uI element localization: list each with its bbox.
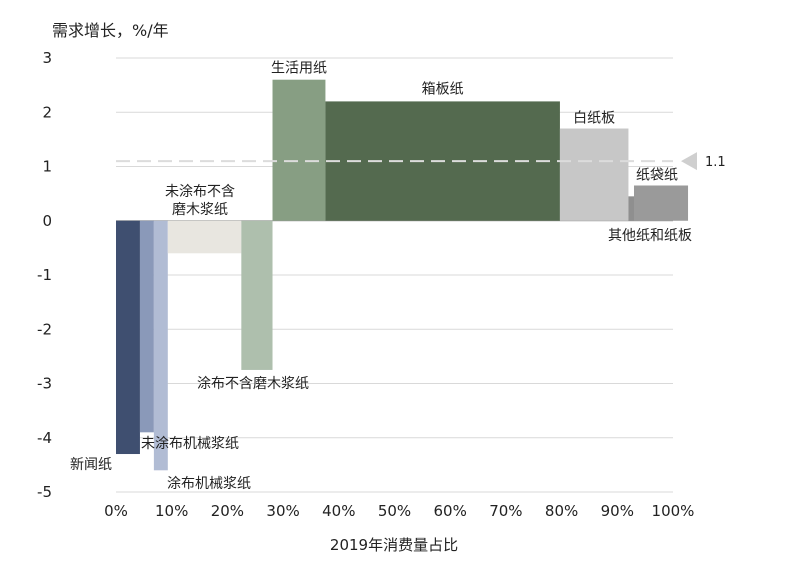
bar [116,220,140,455]
y-tick-label: -3 [37,375,52,393]
category-label: 涂布不含磨木浆纸 [197,376,309,392]
bar [628,196,635,221]
y-tick-label: -5 [37,483,52,501]
x-tick-label: 80% [545,502,578,520]
y-tick-label: 1 [42,158,52,176]
category-label: 生活用纸 [271,61,327,77]
category-label: 涂布机械浆纸 [167,476,251,492]
bar [272,79,326,221]
y-tick-label: 2 [42,103,52,121]
bar [153,220,168,471]
x-tick-label: 60% [434,502,467,520]
y-tick-label: -4 [37,429,52,447]
y-ticks: 3 2 1 0 -1 -2 -3 -4 -5 [37,49,52,501]
category-label: 白纸板 [573,111,615,127]
x-tick-label: 50% [378,502,411,520]
reference-marker [681,152,697,171]
category-label: 其他纸和纸板 [608,228,692,244]
y-axis-label: 需求增长，%/年 [52,21,169,40]
bar [559,128,629,221]
category-label: 未涂布不含磨木浆纸 [165,184,235,218]
x-tick-label: 0% [104,502,128,520]
category-label: 纸袋纸 [636,167,678,183]
y-tick-label: -2 [37,320,52,338]
x-axis-label: 2019年消费量占比 [330,536,458,554]
category-label: 箱板纸 [422,81,464,97]
y-tick-label: 0 [42,212,52,230]
reference-value-label: 1.1 [705,155,726,170]
x-ticks: 0% 10% 20% 30% 40% 50% 60% 70% 80% 90% 100% [104,502,694,520]
x-tick-label: 100% [652,502,695,520]
x-tick-label: 40% [322,502,355,520]
y-tick-label: -1 [37,266,52,284]
bar [139,220,154,433]
y-tick-label: 3 [42,49,52,67]
category-label: 未涂布机械浆纸 [141,436,239,452]
x-tick-label: 70% [489,502,522,520]
reference-line: 1.1 [116,152,726,171]
bar [167,220,242,254]
x-tick-label: 30% [266,502,299,520]
x-tick-label: 20% [211,502,244,520]
bar [634,185,689,221]
x-tick-label: 10% [155,502,188,520]
bar [241,220,273,370]
x-tick-label: 90% [601,502,634,520]
category-label: 新闻纸 [70,457,112,473]
